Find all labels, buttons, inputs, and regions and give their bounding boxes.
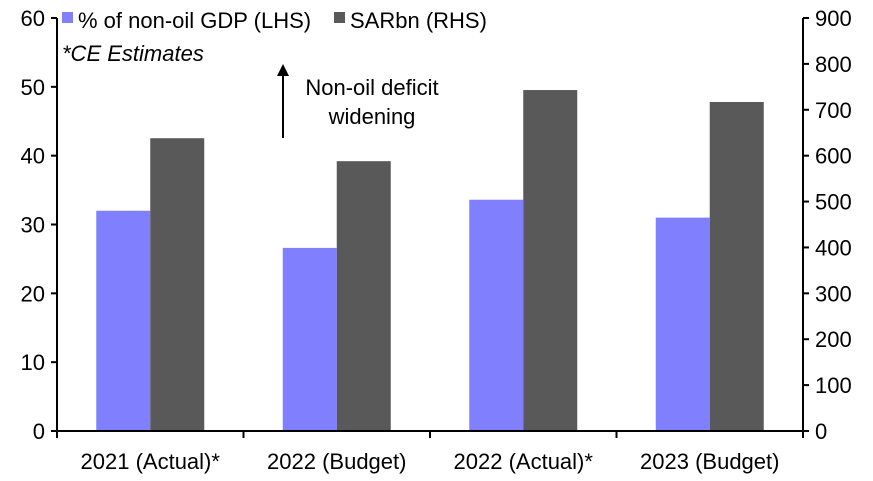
y-tick-label-right: 700 — [815, 98, 852, 123]
y-tick-label-right: 100 — [815, 373, 852, 398]
annotation-line1: Non-oil deficit — [305, 75, 438, 100]
y-tick-label-left: 20 — [21, 281, 45, 306]
y-tick-label-right: 200 — [815, 327, 852, 352]
bar-lhs — [282, 247, 337, 431]
estimates-note: *CE Estimates — [62, 41, 204, 66]
bar-rhs — [709, 101, 764, 431]
bar-lhs — [96, 210, 151, 431]
y-tick-label-left: 10 — [21, 350, 45, 375]
y-tick-label-right: 500 — [815, 190, 852, 215]
y-tick-label-right: 0 — [815, 419, 827, 444]
y-tick-label-left: 60 — [21, 6, 45, 31]
bar-rhs — [150, 138, 205, 431]
y-tick-label-left: 0 — [33, 419, 45, 444]
y-tick-label-right: 900 — [815, 6, 852, 31]
annotation-arrow — [277, 64, 289, 138]
bar-rhs — [336, 161, 391, 431]
y-tick-label-left: 40 — [21, 144, 45, 169]
x-tick-label: 2023 (Budget) — [640, 449, 779, 474]
x-tick-label: 2022 (Budget) — [267, 449, 406, 474]
bar-lhs — [469, 199, 524, 431]
legend-label-rhs: SARbn (RHS) — [350, 8, 487, 33]
legend-swatch-rhs — [334, 12, 345, 23]
legend: % of non-oil GDP (LHS) SARbn (RHS) — [62, 8, 487, 33]
y-tick-label-right: 300 — [815, 281, 852, 306]
bar-lhs — [655, 217, 710, 431]
legend-swatch-lhs — [62, 12, 73, 23]
bar-rhs — [523, 90, 578, 431]
annotation-line2: widening — [328, 104, 416, 129]
y-tick-label-right: 400 — [815, 235, 852, 260]
y-tick-label-right: 800 — [815, 52, 852, 77]
y-tick-label-left: 30 — [21, 213, 45, 238]
legend-label-lhs: % of non-oil GDP (LHS) — [78, 8, 311, 33]
x-tick-label: 2022 (Actual)* — [454, 449, 594, 474]
y-tick-label-right: 600 — [815, 144, 852, 169]
y-tick-label-left: 50 — [21, 75, 45, 100]
x-tick-label: 2021 (Actual)* — [81, 449, 221, 474]
